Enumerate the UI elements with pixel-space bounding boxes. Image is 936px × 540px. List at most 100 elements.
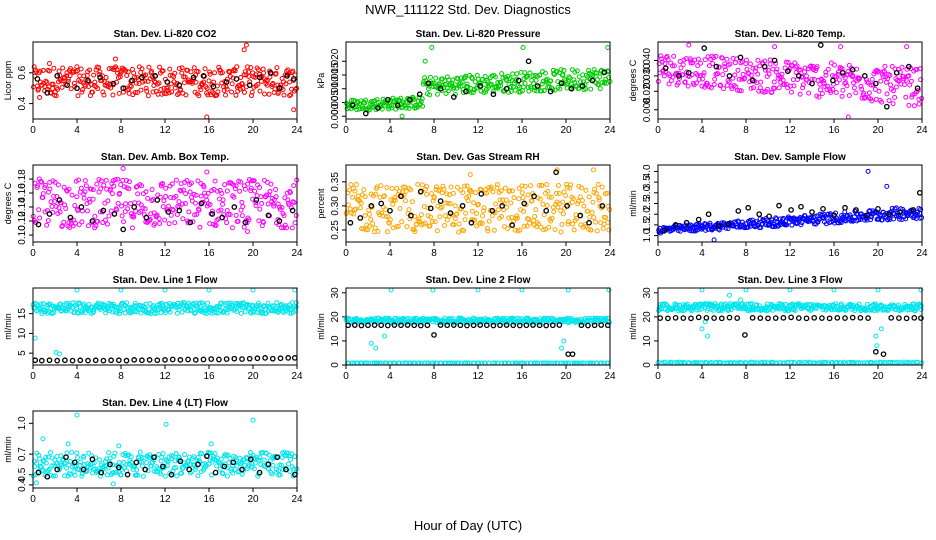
data-point-cyan-outlier xyxy=(74,287,80,293)
points-layer xyxy=(30,42,300,120)
data-point-black xyxy=(515,77,522,84)
data-point-cyan xyxy=(51,310,57,316)
data-point-cyan xyxy=(79,473,85,479)
data-point-black xyxy=(523,322,530,329)
data-point-green xyxy=(558,67,564,73)
data-point-red xyxy=(139,66,145,72)
data-point-red xyxy=(167,66,173,72)
data-point-orange xyxy=(388,197,394,203)
data-point-orange xyxy=(416,216,422,222)
data-point-magenta xyxy=(214,188,220,194)
data-point-magenta xyxy=(663,69,669,75)
data-point-magenta xyxy=(115,200,121,206)
data-point-cyan xyxy=(270,462,276,468)
data-point-magenta xyxy=(178,188,184,194)
data-point-magenta xyxy=(187,189,193,195)
data-point-magenta xyxy=(736,88,742,94)
data-point-red xyxy=(123,68,129,74)
data-point-black xyxy=(285,355,292,361)
data-point-orange xyxy=(497,197,503,203)
data-point-red xyxy=(274,65,280,71)
data-point-green xyxy=(526,88,532,94)
data-point-magenta xyxy=(227,212,233,218)
data-point-orange xyxy=(481,208,487,214)
data-point-red xyxy=(293,86,299,92)
data-point-black xyxy=(378,200,385,207)
data-point-magenta xyxy=(863,95,869,101)
data-point-magenta xyxy=(724,56,730,62)
data-point-magenta xyxy=(253,200,259,206)
data-point-magenta xyxy=(816,94,822,100)
data-point-blue xyxy=(879,217,885,223)
data-point-black xyxy=(911,314,918,321)
data-point-magenta xyxy=(766,71,772,77)
data-point-green xyxy=(451,85,457,91)
data-point-cyan xyxy=(70,300,76,306)
data-point-cyan xyxy=(140,473,146,479)
data-point-magenta xyxy=(198,193,204,199)
data-point-green xyxy=(588,86,594,92)
data-point-red xyxy=(151,78,157,84)
data-point-black xyxy=(256,74,263,81)
data-point-green xyxy=(560,72,566,78)
data-point-orange xyxy=(384,185,390,191)
data-point-magenta xyxy=(83,183,89,189)
data-point-orange xyxy=(505,225,511,231)
data-point-black xyxy=(216,356,222,363)
data-point-cyan xyxy=(239,459,245,465)
data-point-orange xyxy=(427,223,433,229)
y-tick-label: 0.4 xyxy=(17,478,28,492)
data-point-black xyxy=(509,222,515,229)
figure-xlabel: Hour of Day (UTC) xyxy=(414,518,522,533)
data-point-red xyxy=(59,84,65,90)
data-point-orange xyxy=(431,195,437,201)
data-point-black xyxy=(695,314,702,321)
data-point-black xyxy=(38,357,45,364)
data-point-magenta xyxy=(102,217,108,223)
data-point-cyan-outlier xyxy=(475,287,481,293)
data-point-green xyxy=(468,89,474,95)
data-point-magenta xyxy=(253,203,259,209)
data-point-black xyxy=(54,357,61,364)
data-point-red xyxy=(195,69,201,75)
data-point-green xyxy=(388,103,394,109)
data-point-cyan xyxy=(285,461,291,467)
x-tick-label: 4 xyxy=(74,494,80,505)
data-point-magenta xyxy=(254,193,260,199)
x-tick-label: 20 xyxy=(247,371,259,382)
data-point-magenta xyxy=(257,206,263,212)
data-point-black xyxy=(187,219,194,226)
data-point-orange xyxy=(581,203,587,209)
data-point-cyan xyxy=(124,300,130,306)
data-point-red xyxy=(57,77,63,83)
data-point-orange xyxy=(364,222,370,228)
data-point-red xyxy=(40,67,46,73)
data-point-black xyxy=(483,322,490,329)
data-point-black xyxy=(903,315,910,322)
data-point-red xyxy=(114,67,120,73)
data-point-magenta xyxy=(49,203,55,209)
data-point-cyan xyxy=(199,451,205,457)
data-point-black xyxy=(176,207,183,214)
data-point-cyan xyxy=(48,306,54,312)
data-point-green xyxy=(427,74,433,80)
data-point-magenta xyxy=(173,193,179,199)
data-point-red xyxy=(43,78,49,84)
data-point-black xyxy=(478,191,485,197)
data-point-blue xyxy=(769,217,775,223)
data-point-magenta xyxy=(790,77,796,83)
x-tick-label: 24 xyxy=(916,248,928,259)
data-point-black xyxy=(695,216,702,223)
data-point-cyan xyxy=(918,303,924,309)
data-point-cyan-outlier xyxy=(32,335,38,341)
data-point-cyan xyxy=(34,460,40,466)
data-point-magenta xyxy=(40,191,46,197)
data-point-magenta xyxy=(118,182,124,188)
data-point-red xyxy=(36,86,42,92)
data-point-black xyxy=(394,102,401,109)
x-tick-label: 8 xyxy=(118,494,124,505)
data-point-black xyxy=(221,463,228,470)
data-point-green xyxy=(398,95,404,101)
data-point-magenta xyxy=(123,201,129,207)
data-point-cyan xyxy=(226,460,232,466)
